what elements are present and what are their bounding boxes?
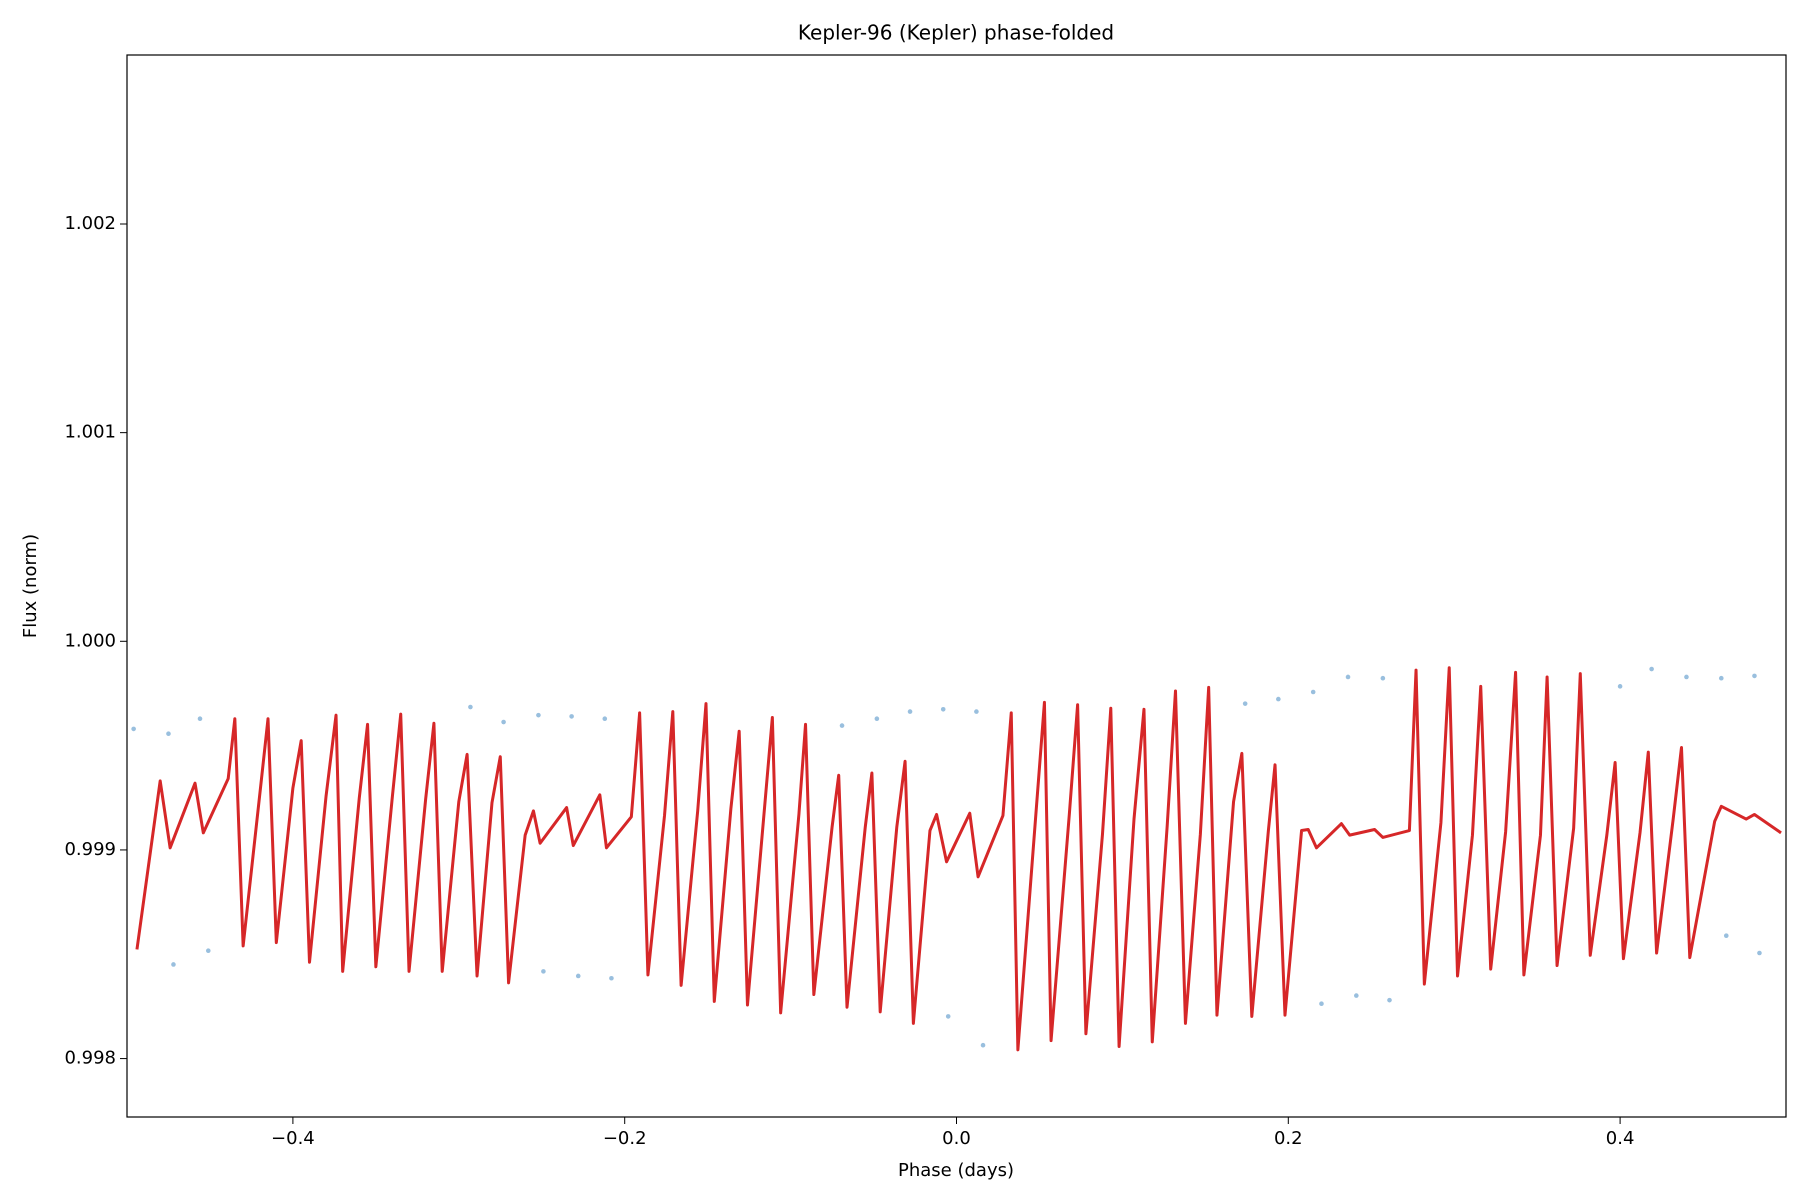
scatter-point (1242, 701, 1248, 706)
scatter-point (536, 712, 541, 718)
scatter-point (1310, 689, 1316, 695)
scatter-point (501, 719, 506, 725)
scatter-point (609, 975, 614, 981)
scatter-point (166, 731, 171, 737)
scatter-point (1345, 674, 1351, 680)
scatter-point (1617, 684, 1623, 689)
x-tick-label: −0.2 (603, 1128, 647, 1149)
scatter-point (980, 1042, 986, 1048)
scatter-point (907, 709, 913, 714)
scatter-point (569, 714, 574, 719)
scatter-point (1684, 674, 1689, 680)
scatter-point (1752, 673, 1757, 679)
scatter-point (602, 716, 608, 721)
scatter-point (197, 716, 203, 721)
scatter-point (945, 1014, 951, 1019)
scatter-point (839, 723, 845, 728)
scatter-point (541, 969, 546, 974)
y-tick-label: 1.000 (64, 630, 116, 651)
x-tick-label: 0.2 (1274, 1128, 1303, 1149)
scatter-point (940, 707, 946, 712)
scatter-point (1276, 696, 1281, 702)
scatter-point (1723, 933, 1729, 938)
scatter-point (171, 962, 176, 967)
y-tick-label: 1.001 (64, 422, 116, 443)
scatter-point (131, 726, 136, 732)
scatter-point (468, 704, 473, 710)
scatter-point (874, 716, 880, 721)
scatter-point (1387, 997, 1392, 1003)
scatter-point (1649, 666, 1654, 672)
x-axis-label: Phase (days) (898, 1160, 1014, 1181)
scatter-point (575, 973, 581, 979)
y-tick-label: 0.999 (64, 839, 116, 860)
scatter-point (1718, 675, 1724, 681)
plot-area (131, 666, 1782, 1052)
scatter-point (1354, 993, 1359, 998)
scatter-point (1380, 675, 1386, 681)
x-tick-label: 0.4 (1606, 1128, 1635, 1149)
scatter-point (974, 709, 979, 714)
y-tick-label: 0.998 (64, 1048, 116, 1069)
y-axis-label: Flux (norm) (20, 534, 41, 638)
line (135, 666, 1782, 1052)
scatter-point (1319, 1001, 1324, 1007)
x-tick-label: −0.4 (271, 1128, 315, 1149)
scatter-point (1757, 950, 1762, 956)
y-tick-label: 1.002 (64, 213, 116, 234)
chart-title: Kepler-96 (Kepler) phase-folded (798, 21, 1114, 45)
scatter-point (205, 948, 211, 954)
x-tick-label: 0.0 (942, 1128, 971, 1149)
